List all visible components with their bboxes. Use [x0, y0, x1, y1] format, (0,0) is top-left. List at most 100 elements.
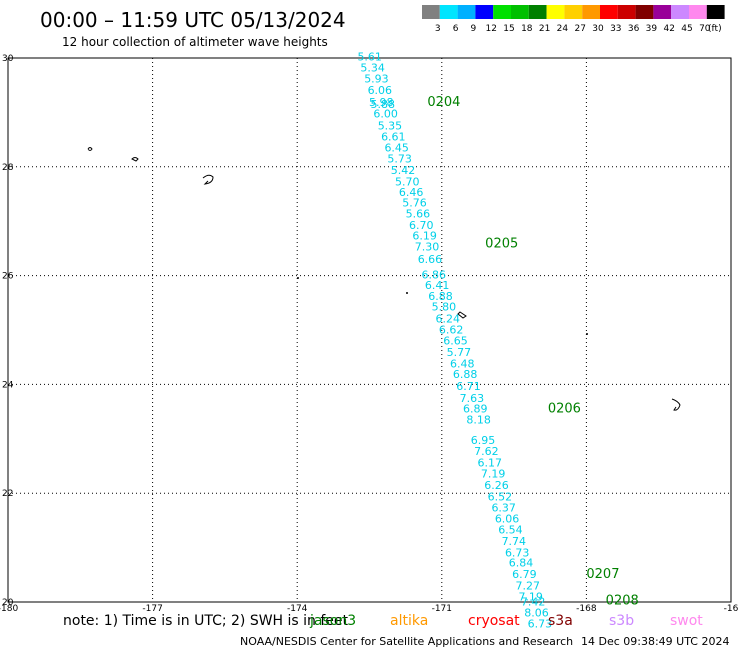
- wave-height-color-legend: 3 6 9 12 15 18 21 24 27 30 33 36 39 42 45 70(ft): [422, 5, 725, 34]
- wave-height-label: 5.61: [357, 51, 382, 64]
- legend-label: 39: [646, 24, 658, 34]
- legend-label: 27: [574, 24, 585, 34]
- wave-height-label: 6.86: [422, 268, 447, 281]
- y-tick-label: 20: [2, 598, 14, 608]
- wave-height-label: 6.06: [368, 84, 393, 97]
- wave-height-label: 6.26: [484, 479, 509, 492]
- island-3: [202, 174, 214, 185]
- wave-height-label: 8.06: [524, 607, 549, 620]
- wave-height-label: 5.34: [360, 62, 385, 75]
- island-dot: [406, 292, 408, 294]
- wave-height-label: 7.42: [521, 595, 546, 608]
- island-5: [671, 398, 681, 411]
- wave-height-label: 7.30: [415, 241, 440, 254]
- plot-frame: [7, 57, 732, 603]
- wave-height-label: 5.80: [432, 300, 457, 313]
- wave-height-label: 5.42: [391, 164, 416, 177]
- legend-label: 36: [628, 24, 640, 34]
- wave-height-label: 6.46: [399, 186, 424, 199]
- legend-swatch: [600, 5, 618, 19]
- legend-label: 21: [539, 24, 550, 34]
- legend-label: 30: [592, 24, 604, 34]
- legend-label: 15: [503, 24, 514, 34]
- satellite-name: s3a: [548, 613, 573, 629]
- footer-timestamp: 14 Dec 09:38:49 UTC 2024: [581, 635, 729, 648]
- wave-height-label: 6.52: [488, 490, 512, 503]
- island-2: [131, 157, 139, 162]
- island-dot: [297, 277, 299, 279]
- wave-height-label: 6.66: [418, 253, 443, 266]
- wave-height-label: 7.62: [474, 445, 499, 458]
- wave-height-label: 6.88: [453, 368, 478, 381]
- wave-height-label: 7.63: [460, 392, 485, 405]
- island-outlines: [87, 147, 681, 411]
- x-tick-label: -16: [724, 604, 739, 614]
- wave-height-label: 6.17: [477, 457, 502, 470]
- wave-height-label: 6.54: [498, 523, 522, 536]
- legend-swatch: [457, 5, 476, 19]
- legend-swatch: [493, 5, 511, 19]
- wave-height-label: 5.77: [447, 346, 472, 359]
- wave-height-label: 6.24: [436, 312, 461, 325]
- island-dot: [586, 333, 588, 335]
- satellite-name: altika: [390, 613, 428, 629]
- legend-swatch: [689, 5, 707, 19]
- legend-label: 12: [485, 24, 496, 34]
- legend-swatch: [564, 5, 583, 19]
- wave-height-label: 6.84: [509, 557, 533, 570]
- legend-label: 6: [453, 24, 459, 34]
- satellite-name: jason3: [309, 613, 356, 629]
- legend-label: 45: [681, 24, 692, 34]
- satellite-name: s3b: [609, 613, 634, 629]
- wave-height-label: 6.45: [384, 142, 409, 155]
- wave-height-label: 6.88: [428, 290, 453, 303]
- wave-height-label: 8.18: [466, 414, 491, 427]
- wave-height-label: 5.98: [369, 96, 394, 109]
- wave-height-label: 7.27: [516, 579, 541, 592]
- legend-label: 3: [435, 24, 441, 34]
- y-tick-label: 24: [2, 380, 14, 390]
- satellite-name: cryosat: [468, 613, 520, 629]
- wave-height-label: 7.19: [481, 467, 506, 480]
- wave-height-label: 5.70: [395, 175, 420, 188]
- legend-label: 18: [521, 24, 533, 34]
- pass-label: 0207: [586, 567, 619, 582]
- wave-height-label: 6.37: [491, 502, 516, 515]
- legend-swatch: [671, 5, 689, 19]
- legend-swatch: [528, 5, 547, 19]
- wave-height-label: 6.95: [471, 434, 496, 447]
- satellite-name: swot: [670, 613, 703, 629]
- wave-height-label: 6.70: [409, 219, 434, 232]
- wave-height-label: 6.89: [463, 403, 488, 416]
- legend-swatch: [706, 5, 725, 19]
- legend-swatch: [582, 5, 600, 19]
- axis-tick-labels: -180 -177 -174 -171 -168 -16 20 22 24 26 28 30: [0, 54, 739, 614]
- wave-height-label: 6.73: [505, 546, 530, 559]
- wave-height-label: 6.19: [412, 230, 437, 243]
- chart-title: 00:00 – 11:59 UTC 05/13/2024: [40, 8, 346, 32]
- y-tick-label: 26: [2, 272, 14, 282]
- wave-height-label: 5.88: [370, 98, 395, 111]
- chart-subtitle: 12 hour collection of altimeter wave hei…: [62, 35, 328, 49]
- legend-swatch: [546, 5, 565, 19]
- y-tick-label: 22: [2, 489, 13, 499]
- wave-height-label: 5.73: [387, 152, 412, 165]
- footer-note: note: 1) Time is in UTC; 2) SWH is in fe…: [63, 613, 349, 629]
- wave-height-label: 6.73: [528, 618, 553, 631]
- x-tick-label: -171: [432, 604, 452, 614]
- legend-label: 33: [610, 24, 621, 34]
- legend-label: 24: [557, 24, 569, 34]
- legend-swatch: [511, 5, 529, 19]
- y-tick-label: 28: [2, 163, 14, 173]
- wave-height-label: 6.61: [381, 131, 406, 144]
- y-tick-label: 30: [2, 54, 14, 64]
- pass-label: 0206: [548, 402, 581, 417]
- wave-height-label: 7.74: [502, 535, 527, 548]
- legend-swatch: [653, 5, 672, 19]
- legend-label: 42: [663, 24, 674, 34]
- x-tick-label: -168: [576, 604, 597, 614]
- wave-height-label: 7.19: [518, 590, 543, 603]
- wave-height-label: 5.66: [406, 207, 431, 220]
- wave-height-label: 6.65: [443, 335, 468, 348]
